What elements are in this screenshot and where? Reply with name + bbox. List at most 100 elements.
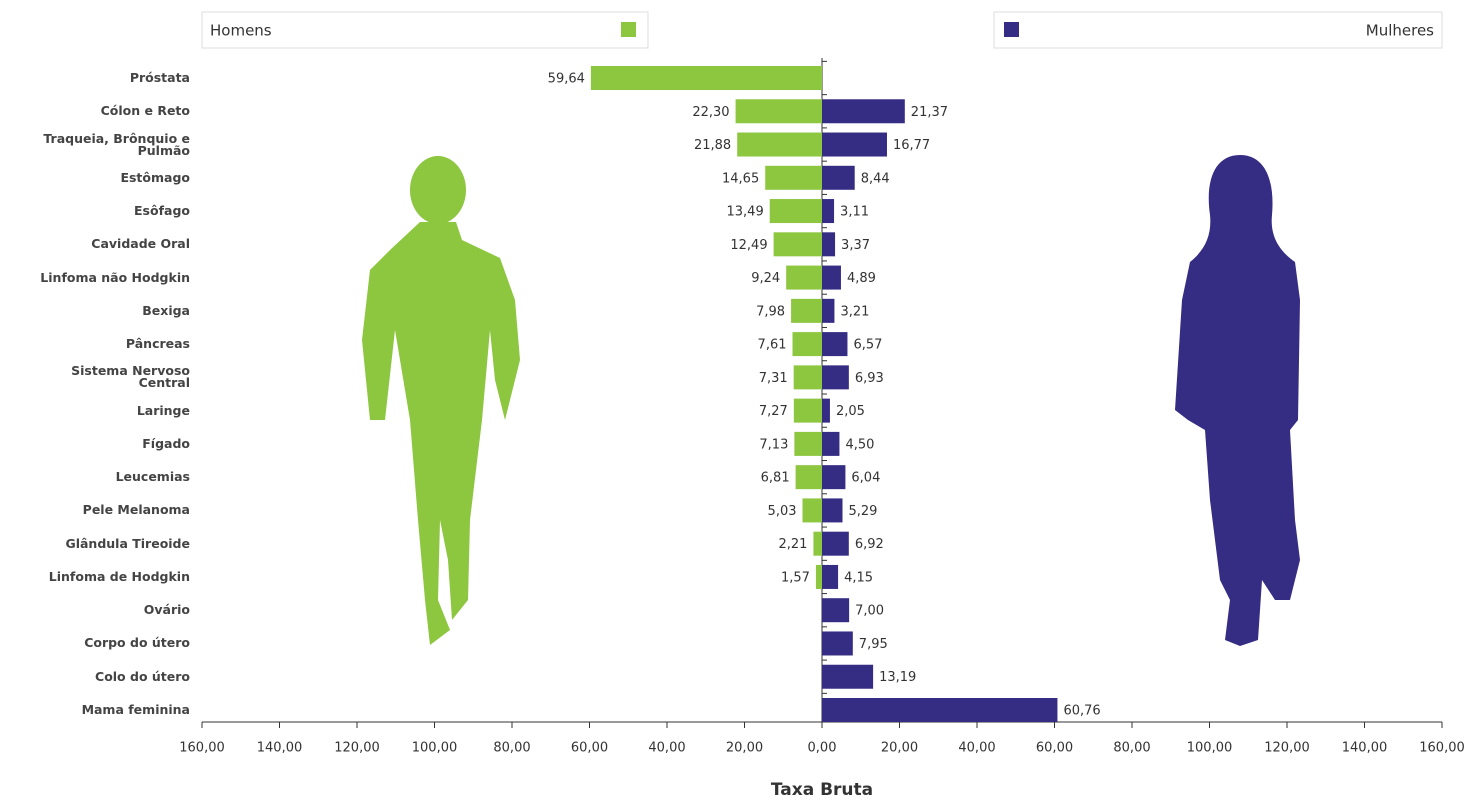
- bar: [815, 564, 822, 589]
- bar: [793, 398, 822, 423]
- value-label: 7,13: [759, 437, 788, 452]
- category-label: Leucemias: [115, 469, 190, 485]
- x-tick-label: 60,00: [571, 741, 608, 756]
- value-label: 59,64: [548, 72, 585, 87]
- bar: [735, 99, 822, 124]
- category-label: Bexiga: [142, 302, 190, 318]
- x-tick-label: 40,00: [958, 741, 995, 756]
- category-label: Laringe: [136, 402, 190, 418]
- bar: [765, 165, 822, 190]
- x-tick-label: 20,00: [881, 741, 918, 756]
- category-label: Sistema Nervoso Central: [71, 363, 190, 391]
- x-tick-label: 80,00: [1113, 741, 1150, 756]
- bar: [795, 465, 822, 490]
- x-tick-label: 120,00: [1264, 741, 1310, 756]
- woman-silhouette: [1175, 155, 1300, 646]
- value-label: 21,37: [911, 105, 948, 120]
- bar: [794, 431, 822, 456]
- bar: [822, 232, 836, 257]
- category-label: Pâncreas: [125, 336, 190, 352]
- value-label: 6,57: [853, 338, 882, 353]
- bar: [802, 498, 822, 523]
- value-label: 7,31: [759, 371, 788, 386]
- man-silhouette: [362, 156, 520, 645]
- category-label: Cavidade Oral: [91, 236, 190, 252]
- bar: [822, 431, 840, 456]
- value-label: 1,57: [781, 570, 810, 585]
- x-tick-label: 120,00: [334, 741, 380, 756]
- legend-swatch: [621, 22, 636, 37]
- legend-box: [993, 11, 1443, 49]
- category-label: Mama feminina: [81, 702, 190, 717]
- category-label: Corpo do útero: [84, 635, 190, 651]
- bar: [773, 232, 822, 257]
- bar: [822, 199, 835, 224]
- value-label: 13,49: [727, 205, 764, 220]
- legend-label: Mulheres: [1366, 22, 1434, 40]
- bar: [822, 631, 853, 656]
- bar: [822, 698, 1058, 722]
- value-label: 8,44: [861, 171, 890, 186]
- bar: [822, 99, 905, 124]
- bar: [822, 564, 839, 589]
- category-label: Fígado: [142, 435, 190, 451]
- category-label: Pele Melanoma: [82, 502, 190, 518]
- bar: [822, 465, 846, 490]
- category-label: Estômago: [120, 169, 190, 185]
- value-label: 21,88: [694, 138, 731, 153]
- x-tick-label: 140,00: [257, 741, 303, 756]
- category-label: Colo do útero: [95, 668, 190, 684]
- value-label: 13,19: [879, 670, 916, 685]
- value-label: 7,00: [855, 604, 884, 619]
- bar: [791, 298, 822, 323]
- legend-swatch: [1004, 22, 1019, 37]
- value-label: 6,04: [851, 471, 880, 486]
- x-tick-label: 160,00: [1419, 741, 1465, 756]
- value-label: 5,03: [768, 504, 797, 519]
- x-tick-label: 80,00: [493, 741, 530, 756]
- category-label: Linfoma de Hodgkin: [48, 568, 190, 584]
- value-label: 3,11: [840, 205, 869, 220]
- bar: [822, 265, 841, 290]
- value-label: 7,95: [859, 637, 888, 652]
- value-label: 3,21: [840, 304, 869, 319]
- silhouettes: [362, 155, 1300, 646]
- value-label: 2,05: [836, 404, 865, 419]
- category-label: Esôfago: [134, 203, 190, 219]
- category-label: Próstata: [129, 70, 190, 85]
- bar: [792, 332, 822, 357]
- x-tick-label: 100,00: [412, 741, 458, 756]
- value-label: 4,89: [847, 271, 876, 286]
- value-label: 4,15: [844, 570, 873, 585]
- x-tick-label: 60,00: [1036, 741, 1073, 756]
- category-label: Traqueia, Brônquio e Pulmão: [43, 130, 190, 158]
- value-label: 6,93: [855, 371, 884, 386]
- value-label: 7,98: [756, 304, 785, 319]
- value-label: 3,37: [841, 238, 870, 253]
- x-tick-label: 20,00: [726, 741, 763, 756]
- value-label: 60,76: [1063, 704, 1100, 719]
- value-label: 4,50: [845, 437, 874, 452]
- value-label: 14,65: [722, 171, 759, 186]
- bar: [822, 498, 843, 523]
- bar: [822, 298, 835, 323]
- category-label: Glândula Tireoide: [65, 535, 190, 551]
- bar: [822, 598, 850, 623]
- value-label: 7,27: [759, 404, 788, 419]
- x-tick-label: 40,00: [648, 741, 685, 756]
- bar: [737, 132, 822, 157]
- bar: [793, 365, 822, 390]
- bar: [822, 531, 849, 556]
- value-label: 5,29: [848, 504, 877, 519]
- value-label: 9,24: [751, 271, 780, 286]
- value-label: 12,49: [730, 238, 767, 253]
- bar: [813, 531, 822, 556]
- value-label: 22,30: [692, 105, 729, 120]
- value-label: 2,21: [778, 537, 807, 552]
- bar: [822, 664, 874, 689]
- bar: [822, 332, 848, 357]
- bar: [822, 398, 830, 423]
- value-label: 6,81: [761, 471, 790, 486]
